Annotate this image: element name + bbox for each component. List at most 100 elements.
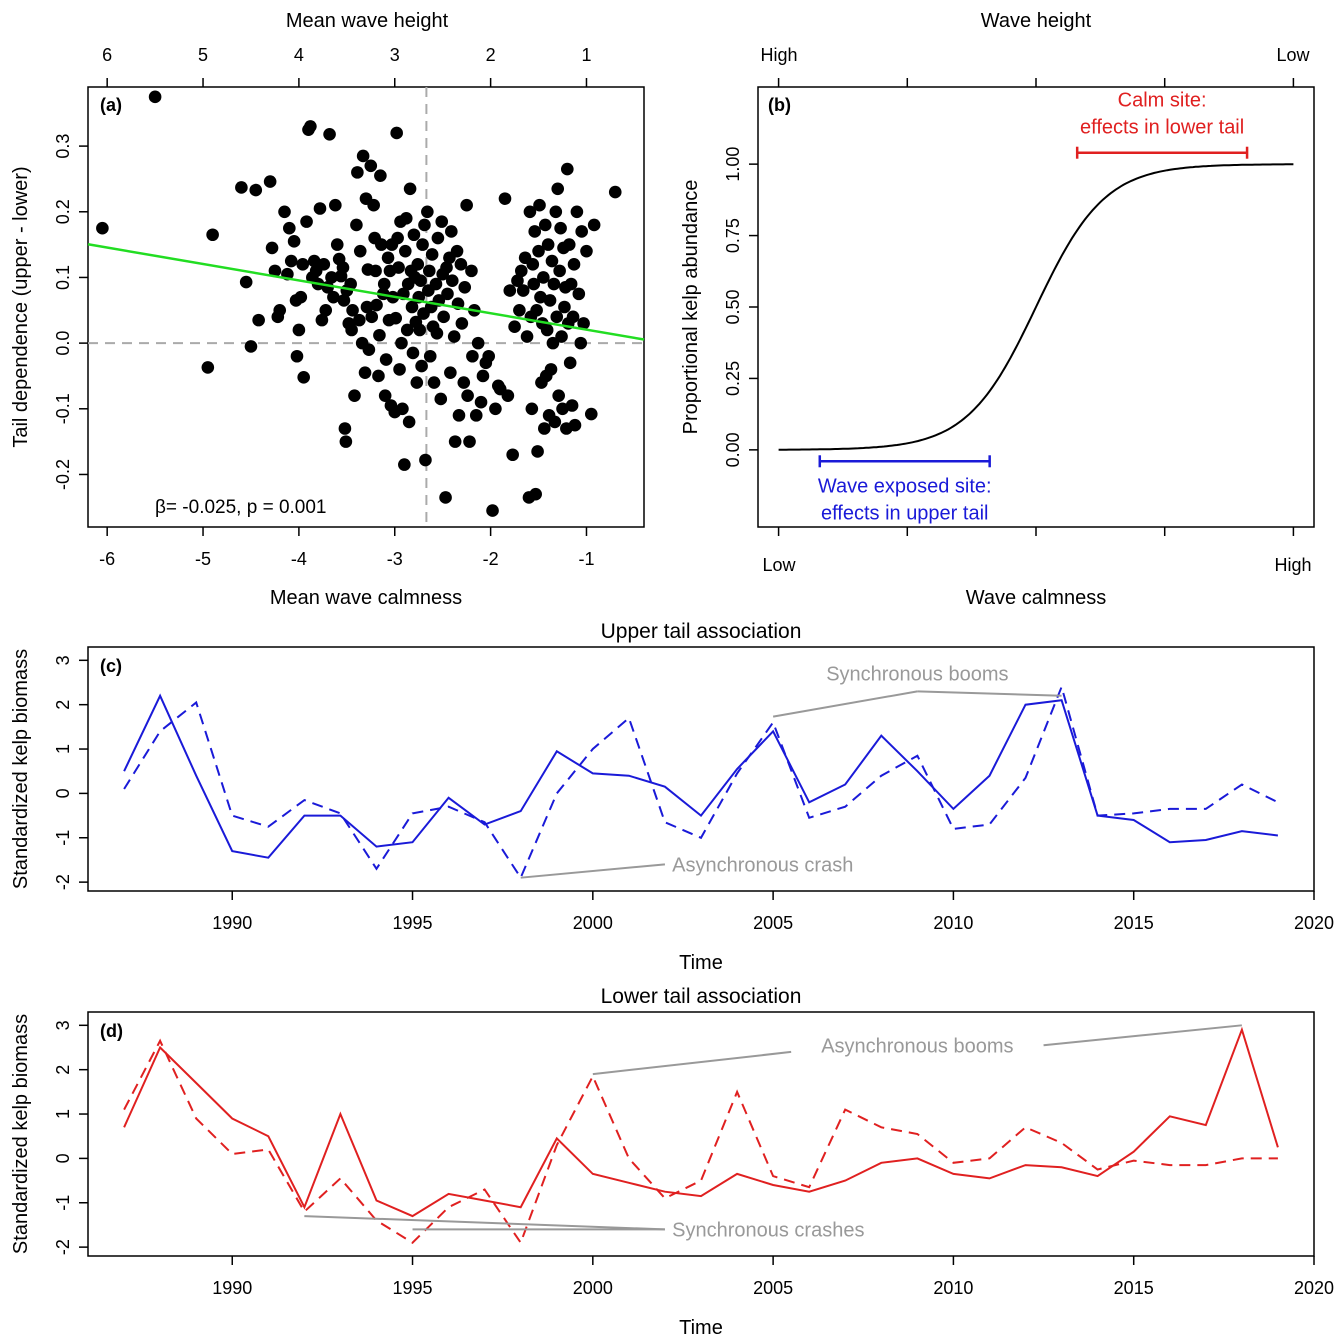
scatter-point <box>419 453 432 467</box>
scatter-point <box>252 313 265 327</box>
annotation-label: Asynchronous crash <box>672 854 853 876</box>
scatter-point <box>367 198 380 212</box>
solid-series-line <box>123 1026 1279 1218</box>
panel-c-plot-frame <box>87 646 1315 892</box>
annotation-line: effects in upper tail <box>821 502 989 524</box>
scatter-point <box>325 271 338 284</box>
scatter-point <box>466 349 479 363</box>
scatter-point <box>538 422 551 435</box>
panel-c-x-axis: 1990 1995 2000 2005 2010 2015 2020 <box>212 891 1334 933</box>
scatter-point <box>360 300 374 314</box>
scatter-point <box>389 311 403 325</box>
scatter-point <box>555 330 568 343</box>
scatter-point <box>317 258 331 271</box>
scatter-point <box>434 392 448 406</box>
scatter-point <box>364 159 378 173</box>
x-tick-label: 2005 <box>753 913 793 933</box>
panel-b-xtick-high: High <box>1274 555 1311 575</box>
x-tick-label: 2000 <box>573 913 613 933</box>
scatter-point <box>567 258 581 271</box>
scatter-point <box>538 218 552 232</box>
y-tick-label: 0.1 <box>53 265 73 290</box>
scatter-point <box>290 349 304 363</box>
scatter-point <box>563 356 577 370</box>
scatter-point <box>345 323 358 337</box>
scatter-point <box>552 389 565 402</box>
panel-a-points <box>96 90 622 517</box>
panel-d-x-axis: 1990 1995 2000 2005 2010 2015 2020 <box>212 1256 1334 1298</box>
panel-b-top-tick-high: High <box>760 45 797 65</box>
panel-d-title: Lower tail association <box>601 985 802 1008</box>
panel-c-series <box>123 683 1279 880</box>
scatter-point <box>474 395 488 409</box>
panel-b-xlabel: Wave calmness <box>966 587 1106 609</box>
scatter-point <box>513 303 526 317</box>
scatter-point <box>445 225 458 238</box>
scatter-point <box>244 340 258 353</box>
scatter-point <box>377 277 391 291</box>
scatter-point <box>460 198 473 212</box>
scatter-point <box>406 346 420 360</box>
scatter-point <box>525 402 539 416</box>
annotation-line: Wave exposed site: <box>818 475 992 497</box>
scatter-point <box>431 231 445 245</box>
scatter-point <box>553 264 566 278</box>
scatter-point <box>284 254 298 268</box>
scatter-point <box>454 258 468 271</box>
panel-a-ylabel: Tail dependence (upper - lower) <box>10 166 32 447</box>
solid-series-line <box>123 693 1279 859</box>
y-tick-label: 3 <box>53 1020 73 1030</box>
x-tick-label: 2020 <box>1294 913 1334 933</box>
scatter-point <box>327 290 340 304</box>
scatter-point <box>370 298 383 312</box>
panel-c-xlabel: Time <box>679 952 723 974</box>
scatter-point <box>375 238 388 251</box>
x-tick-label: -5 <box>195 549 211 569</box>
scatter-point <box>351 166 364 179</box>
scatter-point <box>348 389 361 402</box>
scatter-point <box>422 264 436 278</box>
annotation-leader-line <box>520 863 666 879</box>
y-tick-label: -0.1 <box>53 393 73 424</box>
scatter-point <box>533 198 546 212</box>
scatter-point <box>471 336 485 350</box>
scatter-point <box>369 264 382 278</box>
scatter-point <box>396 402 409 416</box>
scatter-point <box>564 277 578 291</box>
scatter-point <box>501 389 515 402</box>
panel-b-y-axis: 0.00 0.25 0.50 0.75 1.00 <box>723 147 758 467</box>
y-tick-label: 1 <box>53 1109 73 1119</box>
dashed-series-line <box>123 1038 1278 1245</box>
scatter-point <box>390 126 403 140</box>
panel-b-annotations: Calm site: effects in lower tail Wave expo… <box>818 90 1249 524</box>
panel-b-ylabel: Proportional kelp abundance <box>680 180 702 435</box>
scatter-point <box>399 212 413 225</box>
y-tick-label: 0 <box>53 1153 73 1163</box>
y-tick-label: 0.3 <box>53 134 73 159</box>
x-tick-label: -2 <box>483 549 499 569</box>
scatter-point <box>548 415 562 429</box>
y-tick-label: -1 <box>53 830 73 846</box>
scatter-point <box>392 261 405 274</box>
scatter-point <box>418 218 431 232</box>
scatter-point <box>568 418 582 432</box>
scatter-point <box>346 303 359 317</box>
scatter-point <box>402 415 416 429</box>
scatter-point <box>358 366 372 379</box>
scatter-point <box>249 183 263 197</box>
scatter-point <box>378 389 392 402</box>
scatter-point <box>373 328 386 342</box>
scatter-point <box>372 369 385 383</box>
y-tick-label: 0.2 <box>53 199 73 224</box>
panel-a-top-title: Mean wave height <box>286 10 449 32</box>
panel-c-annotations: Synchronous booms Asynchronous crash <box>520 664 1062 879</box>
panel-c-y-axis: -2 -1 0 1 2 3 <box>53 655 88 890</box>
panel-b-x-axis <box>777 527 1295 536</box>
panel-a-plot-frame <box>87 86 645 528</box>
y-tick-label: 3 <box>53 655 73 665</box>
scatter-point <box>415 359 428 373</box>
scatter-point <box>235 181 248 194</box>
scatter-point <box>572 287 586 301</box>
scatter-point <box>520 330 534 343</box>
